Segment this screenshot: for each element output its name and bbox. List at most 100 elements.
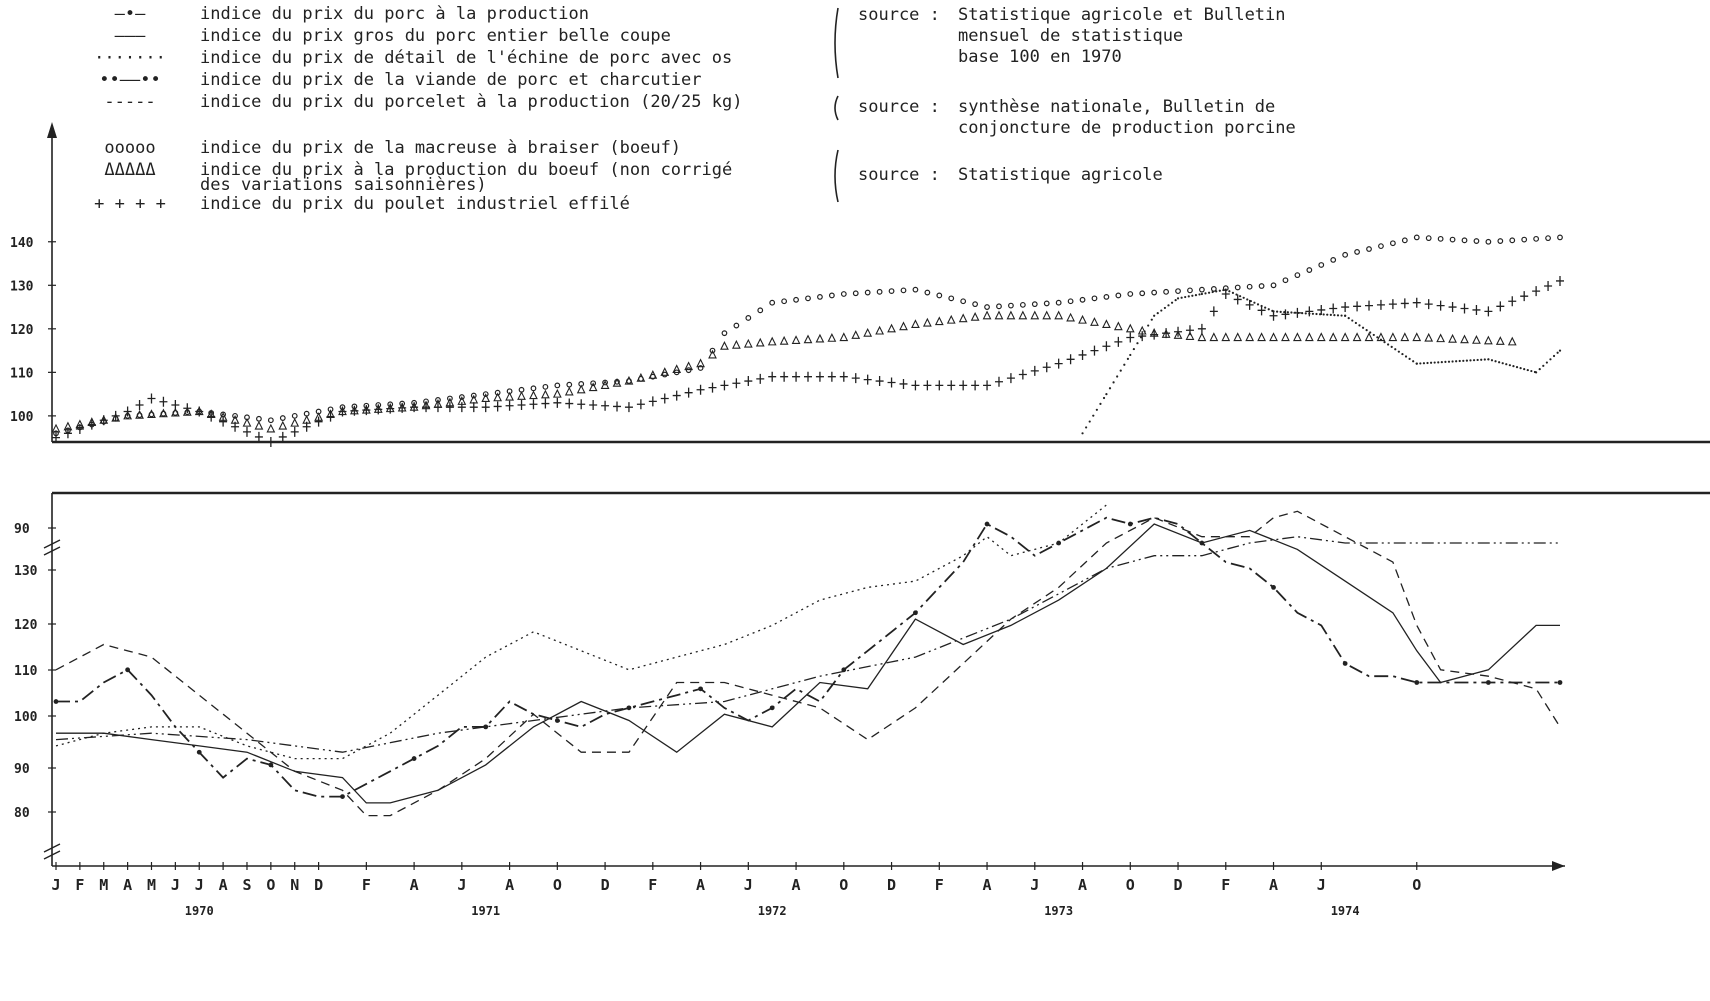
point-poulet-2	[75, 423, 84, 434]
x-tick-label-3: A	[123, 876, 132, 894]
point-boeuf-8	[147, 409, 156, 418]
top-y-tick-label-0: 100	[10, 410, 34, 425]
point-poulet-32	[433, 402, 442, 413]
year-label-0: 1970	[185, 904, 214, 918]
point-poulet-28	[386, 403, 395, 414]
point-boeuf-108	[1340, 332, 1350, 342]
point-boeuf-11	[182, 407, 192, 416]
point-echine-57	[1276, 310, 1279, 313]
top-series-2	[52, 275, 1564, 447]
point-macreuse-110	[1366, 246, 1372, 252]
point-echine-87	[1379, 338, 1383, 341]
point-macreuse-62	[793, 296, 799, 303]
point-boeuf-116	[1436, 333, 1446, 343]
x-tick-label-29: D	[1174, 876, 1183, 894]
point-echine-117	[1483, 358, 1486, 361]
bottom-series-line-1	[56, 523, 1560, 804]
point-boeuf-114	[1412, 332, 1422, 342]
point-macreuse-91	[1139, 290, 1146, 297]
point-echine-131	[1530, 369, 1533, 373]
point-macreuse-108	[1342, 251, 1349, 258]
point-macreuse-58	[745, 315, 752, 321]
point-macreuse-63	[805, 295, 811, 302]
x-tick-label-18: F	[648, 876, 657, 894]
porc-production-point-60	[1485, 680, 1491, 685]
point-macreuse-56	[721, 330, 728, 337]
x-tick-label-12: F	[362, 876, 371, 894]
x-tick-label-11: D	[314, 876, 323, 894]
point-echine-15	[1132, 347, 1135, 351]
porc-production-point-21	[554, 718, 560, 723]
point-boeuf-18	[266, 423, 276, 433]
point-echine-0	[1081, 432, 1084, 435]
point-macreuse-79	[996, 303, 1002, 310]
point-boeuf-81	[1018, 310, 1028, 320]
point-boeuf-58	[743, 338, 753, 348]
porc-production-point-6	[196, 749, 202, 755]
point-echine-137	[1549, 358, 1552, 361]
point-echine-116	[1480, 358, 1483, 361]
point-echine-70	[1322, 313, 1325, 316]
point-poulet-105	[1305, 306, 1314, 317]
point-echine-86	[1376, 336, 1379, 339]
point-boeuf-48	[624, 375, 634, 385]
point-echine-67	[1311, 312, 1315, 315]
point-boeuf-103	[1281, 332, 1290, 342]
point-echine-10	[1116, 375, 1119, 378]
point-echine-21	[1153, 314, 1156, 317]
point-poulet-48	[624, 402, 633, 413]
top-y-tick-label-2: 120	[10, 323, 34, 338]
point-poulet-107	[1329, 303, 1338, 314]
point-boeuf-106	[1316, 332, 1326, 342]
point-macreuse-77	[972, 301, 979, 308]
point-boeuf-0	[51, 423, 61, 433]
point-boeuf-50	[648, 370, 658, 379]
x-tick-label-19: A	[696, 876, 705, 894]
point-boeuf-52	[672, 364, 682, 374]
point-echine-84	[1369, 331, 1372, 334]
point-macreuse-76	[960, 298, 967, 305]
point-boeuf-56	[720, 341, 729, 350]
point-poulet-40	[529, 399, 538, 410]
point-poulet-69	[875, 376, 884, 387]
point-poulet-79	[994, 376, 1003, 387]
point-boeuf-89	[1113, 321, 1123, 331]
point-boeuf-88	[1102, 319, 1111, 329]
point-macreuse-112	[1389, 240, 1396, 247]
point-macreuse-74	[936, 292, 943, 299]
point-macreuse-40	[530, 385, 537, 392]
point-boeuf-80	[1006, 310, 1016, 320]
x-tick-label-16: O	[553, 876, 562, 894]
point-echine-115	[1476, 358, 1479, 362]
point-echine-138	[1552, 354, 1556, 358]
point-macreuse-78	[984, 304, 990, 310]
point-poulet-72	[911, 380, 920, 391]
point-echine-24	[1163, 306, 1167, 310]
point-poulet-52	[672, 390, 681, 401]
point-poulet-112	[1388, 299, 1397, 310]
point-echine-30	[1184, 295, 1187, 299]
point-poulet-81	[1018, 369, 1027, 380]
legend: —•— indice du prix du porc à la productio…	[94, 4, 742, 214]
point-macreuse-70	[888, 288, 895, 294]
point-macreuse-89	[1115, 292, 1122, 299]
point-echine-79	[1351, 319, 1354, 322]
point-boeuf-121	[1495, 336, 1505, 345]
x-tick-label-8: S	[242, 876, 251, 894]
point-macreuse-72	[912, 286, 919, 293]
point-poulet-35	[469, 402, 478, 413]
point-echine-6	[1102, 396, 1106, 400]
point-poulet-67	[851, 373, 860, 384]
point-echine-41	[1222, 288, 1225, 292]
point-boeuf-113	[1400, 332, 1410, 342]
point-boeuf-47	[612, 378, 622, 387]
point-poulet-7	[135, 400, 144, 410]
axis-break-upper	[43, 539, 61, 556]
point-boeuf-85	[1066, 312, 1075, 322]
point-boeuf-76	[958, 313, 968, 323]
point-boeuf-86	[1078, 314, 1087, 324]
point-echine-34	[1198, 293, 1201, 296]
point-poulet-14	[219, 416, 228, 427]
point-boeuf-63	[803, 334, 813, 344]
x-tick-label-30: F	[1221, 876, 1230, 894]
